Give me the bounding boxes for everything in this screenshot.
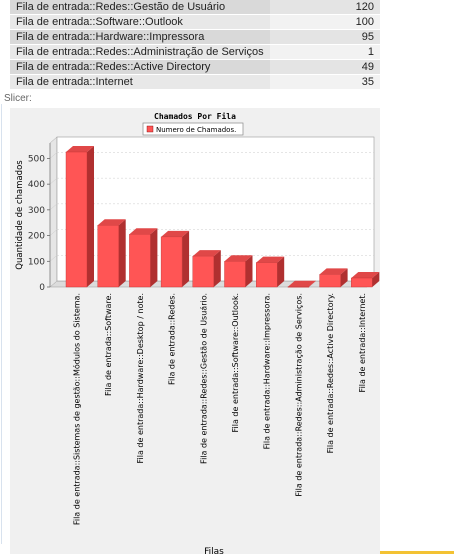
chart-panel: Chamados Por Fila Numero de Chamados. 0 100…: [10, 108, 380, 554]
y-axis-label: Quantidade de chamados: [15, 160, 25, 270]
x-tick-label: Fila de entrada::Hardware::Impressora.: [263, 293, 272, 449]
bar: [129, 234, 151, 288]
data-table-body: Fila de entrada::Redes::Gestão de Usuári…: [10, 0, 380, 90]
table-cell-fila: Fila de entrada::Redes::Active Directory: [10, 59, 270, 75]
bar-top: [66, 146, 94, 152]
table-cell-qtd: 35: [269, 74, 380, 90]
x-tick-label: Fila de entrada::Hardware::Desktop / not…: [136, 293, 145, 464]
data-table-wrap: Fila de entrada::Redes::Gestão de Usuári…: [10, 0, 380, 90]
x-tick-label: Fila de entrada::Redes::Administração de…: [294, 293, 303, 497]
chart-title: Chamados Por Fila: [154, 111, 236, 121]
slicer-label: Slicer:: [4, 93, 32, 104]
table-cell-qtd: 49: [269, 59, 380, 75]
bar-top: [287, 280, 316, 287]
x-axis-label: Filas: [204, 547, 224, 554]
bar-top: [224, 255, 253, 262]
plot-side-wall: [49, 136, 58, 288]
bar-side: [372, 272, 380, 287]
table-cell-fila: Fila de entrada::Internet: [10, 74, 270, 90]
bar: [319, 274, 341, 288]
bar-top: [351, 272, 380, 278]
table-cell-fila: Fila de entrada::Redes::Administração de…: [10, 44, 270, 60]
bar-top: [192, 250, 221, 257]
x-tick-label: Fila de entrada::Sistemas de gestão::Mód…: [72, 293, 82, 525]
accent-bar: [380, 551, 454, 554]
table-cell-fila: Fila de entrada::Software::Outlook: [10, 14, 270, 30]
table-row: Fila de entrada::Redes::Administração de…: [10, 44, 380, 60]
bar: [255, 262, 278, 288]
bar-top: [319, 268, 348, 275]
table-cell-qtd: 100: [269, 14, 380, 30]
bar-side: [308, 280, 316, 287]
bar-top: [161, 230, 190, 237]
table-cell-qtd: 95: [269, 29, 380, 45]
gridline-diag: [49, 255, 58, 262]
x-tick-label: Fila de entrada::Redes::Active Directory…: [326, 293, 335, 453]
table-row: Fila de entrada::Software::Outlook 100: [10, 14, 380, 30]
y-tick-label: 500: [28, 154, 45, 164]
y-tick-label: 400: [28, 180, 45, 190]
legend-swatch: [146, 125, 154, 133]
x-tick-label: Fila de entrada::Software::Outlook.: [231, 293, 240, 433]
bar: [192, 255, 215, 288]
legend-label: Numero de Chamados.: [156, 126, 236, 134]
bar-chart: Chamados Por Fila Numero de Chamados. 0 100…: [15, 111, 380, 554]
bar-side: [182, 230, 190, 287]
data-table: Fila de entrada::Redes::Gestão de Usuári…: [10, 0, 380, 90]
x-tick-label: Fila de entrada::Software.: [104, 293, 113, 396]
bar: [287, 286, 310, 288]
bar-side: [245, 255, 253, 287]
gridline-diag: [49, 229, 58, 236]
bar-top: [256, 256, 285, 263]
bar-side: [150, 228, 158, 287]
gridline-diag: [49, 203, 58, 211]
bar: [97, 225, 119, 288]
bar-side: [340, 268, 348, 287]
bar: [224, 261, 246, 288]
bar-side: [277, 256, 285, 287]
table-row: Fila de entrada::Redes::Active Directory…: [10, 59, 380, 75]
left-divider: [1, 104, 2, 544]
table-row: Fila de entrada::Internet 35: [10, 74, 380, 90]
table-cell-qtd: 120: [269, 0, 380, 15]
x-tick-label: Fila de entrada::Internet.: [358, 293, 367, 392]
gridline-diag: [49, 152, 58, 159]
y-tick-label: 100: [28, 257, 45, 267]
table-row: Fila de entrada::Hardware::Impressora 95: [10, 29, 380, 45]
x-tick-label: Fila de entrada::Redes::Gestão de Usuári…: [199, 293, 208, 464]
bar: [351, 277, 373, 288]
table-cell-qtd: 1: [269, 44, 380, 60]
table-row: Fila de entrada::Redes::Gestão de Usuári…: [10, 0, 380, 15]
gridline-diag: [49, 177, 58, 185]
table-cell-fila: Fila de entrada::Hardware::Impressora: [10, 29, 270, 45]
y-tick-label: 200: [28, 232, 45, 242]
legend-box: [142, 122, 244, 136]
bar-side: [213, 250, 221, 287]
bar: [160, 236, 183, 288]
x-tick-label: Fila de entrada::Redes.: [168, 293, 177, 385]
bar-side: [87, 146, 94, 287]
bar: [65, 151, 88, 288]
y-tick-label: 300: [28, 206, 45, 216]
bar-side: [118, 219, 126, 287]
y-tick-label: 0: [39, 283, 45, 293]
table-cell-fila: Fila de entrada::Redes::Gestão de Usuári…: [10, 0, 270, 15]
bar-top: [97, 219, 126, 226]
bar-top: [129, 228, 158, 235]
